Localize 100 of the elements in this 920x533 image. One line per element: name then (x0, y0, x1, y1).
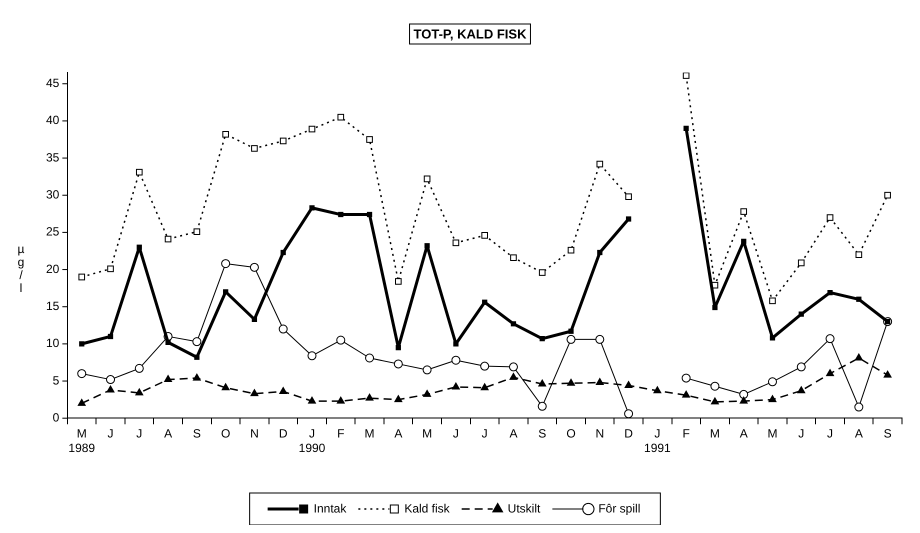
point (710, 382, 720, 391)
point (394, 395, 402, 402)
point (682, 72, 690, 79)
x-tick-label: S (192, 426, 201, 441)
x-tick-label: M (364, 426, 375, 441)
point (625, 193, 632, 200)
y-tick-label: 30 (46, 188, 60, 202)
point (106, 385, 114, 392)
point (424, 176, 430, 182)
point (595, 334, 604, 344)
x-tick-label: J (136, 426, 142, 441)
point (250, 262, 259, 272)
point (624, 409, 634, 418)
point (221, 259, 230, 268)
x-tick-label: F (337, 426, 344, 441)
point (251, 145, 258, 152)
point (106, 375, 116, 384)
point (710, 397, 719, 404)
point (366, 394, 374, 401)
point (798, 260, 805, 266)
point (280, 250, 286, 256)
point (194, 228, 200, 235)
point (626, 216, 632, 222)
point (77, 369, 86, 378)
point (768, 395, 776, 402)
point (452, 382, 460, 390)
point (164, 236, 172, 242)
chart-title: TOT-P, KALD FISK (414, 26, 528, 42)
point (508, 362, 518, 372)
point (336, 336, 346, 345)
point (684, 126, 689, 131)
point (653, 386, 662, 394)
point (540, 336, 545, 342)
point (108, 334, 114, 340)
point (712, 304, 718, 310)
x-tick-label: O (220, 426, 230, 441)
point (740, 396, 748, 404)
point (394, 359, 403, 368)
point (424, 243, 430, 248)
point (222, 383, 230, 390)
point (510, 254, 517, 261)
point (396, 344, 401, 350)
point (682, 390, 690, 398)
x-tick-label: D (278, 426, 288, 441)
y-tick-label: 25 (46, 224, 60, 239)
point (884, 370, 892, 378)
point (252, 316, 258, 322)
point (337, 114, 344, 121)
point (279, 386, 288, 394)
point (192, 337, 202, 346)
point (856, 251, 862, 258)
point (740, 208, 748, 215)
point (136, 244, 142, 250)
point (79, 341, 84, 346)
x-tick-label: A (854, 426, 863, 441)
point (451, 356, 460, 365)
point (278, 324, 288, 334)
y-tick-label: 10 (46, 336, 60, 350)
point (481, 232, 488, 239)
point (854, 402, 864, 412)
point (884, 192, 891, 199)
legend-label: Kald fisk (404, 501, 451, 516)
y-tick-label: 15 (46, 299, 60, 314)
point (797, 386, 806, 394)
x-tick-label: S (538, 426, 546, 441)
x-tick-label: F (682, 426, 690, 441)
point (395, 278, 402, 285)
y-tick-label: 35 (46, 150, 60, 164)
y-tick-label: 0 (52, 410, 60, 425)
point (682, 374, 691, 383)
point (510, 321, 516, 326)
point (596, 378, 604, 386)
point (250, 389, 258, 396)
y-axis-title: µg/l (16, 242, 26, 295)
x-tick-label: J 1991 (644, 426, 672, 456)
point (308, 396, 316, 404)
point (739, 390, 748, 399)
point (422, 365, 432, 374)
x-tick-label: M (422, 426, 432, 441)
point (568, 328, 574, 334)
x-tick-label: A (164, 426, 172, 441)
legend-label: Inntak (314, 501, 348, 516)
point (192, 374, 201, 381)
point (223, 289, 228, 294)
point (78, 274, 86, 280)
point (366, 212, 372, 218)
point (136, 168, 143, 176)
point (596, 160, 604, 168)
point (567, 378, 575, 386)
x-tick-label: J (482, 426, 488, 441)
point (308, 126, 316, 132)
point (509, 372, 518, 380)
point (854, 354, 863, 360)
y-tick-label: 40 (46, 113, 60, 128)
legend-label: Utskilt (508, 501, 542, 516)
point (798, 312, 804, 317)
point (107, 265, 114, 272)
x-tick-label: A (740, 426, 748, 441)
x-tick-label: M (767, 426, 778, 441)
x-tick-label: N (250, 426, 259, 441)
